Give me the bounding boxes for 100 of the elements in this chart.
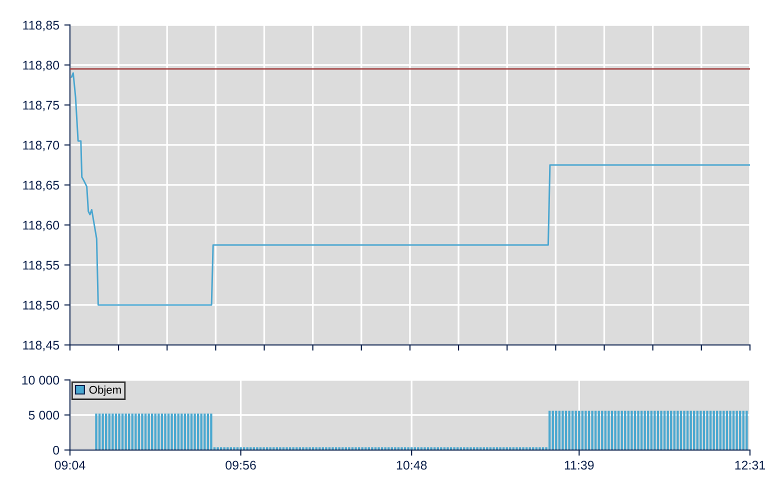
bar [210,414,212,450]
bar [722,410,725,450]
bar [654,410,656,450]
x-tick-label: 10:48 [396,460,427,470]
bar [706,410,708,450]
bar [663,410,666,450]
y-tick-label: 118,55 [23,260,60,272]
bar [686,410,689,450]
bar [620,410,623,450]
bar [552,410,554,450]
bar [558,410,561,450]
bar [562,410,564,450]
x-tick-label: 12:31 [735,460,765,470]
bar [378,447,380,450]
bar [440,447,442,450]
bar [598,410,600,450]
y-tick-label: 0 [53,446,60,455]
bar [630,410,633,450]
bar [187,414,190,450]
bar [650,410,653,450]
bar [492,447,495,450]
bar [128,414,130,450]
x-tick-label: 09:56 [226,460,256,470]
bar [591,410,594,450]
bar [144,414,147,450]
bar [124,414,127,450]
bar [131,414,134,450]
bar [640,410,643,450]
bar [121,414,124,450]
bar [446,447,449,450]
bar [338,447,340,450]
bar [325,447,328,450]
bar [702,410,706,450]
bar [118,414,120,450]
bar [332,447,334,450]
bar [516,447,518,450]
bar [180,414,183,450]
bar [407,447,410,450]
bar [170,414,173,450]
y-tick-label: 10 000 [22,376,60,385]
bar [256,447,258,450]
bar [660,410,662,450]
bar [476,447,478,450]
bar [348,447,350,450]
bar [177,414,180,450]
bar [150,414,154,450]
bar [680,410,682,450]
line-series [70,72,750,306]
bar [700,410,702,450]
bar [666,410,669,450]
bar [417,447,420,450]
bar [584,410,587,450]
bar [683,410,686,450]
bar [164,414,166,450]
bar [712,410,715,450]
bar [634,410,636,450]
bar [736,410,738,450]
bar [719,410,722,450]
bar [102,414,104,450]
bar [614,410,616,450]
bar [644,410,646,450]
bar [601,410,604,450]
bar [148,414,150,450]
y-tick-label: 118,60 [23,220,60,232]
bar [627,410,630,450]
y-tick-label: 5 000 [28,410,60,420]
bar [302,447,304,450]
bar [134,414,137,450]
bar [522,447,524,450]
bar [604,410,606,450]
bar [470,447,472,450]
bar [308,447,311,450]
bar [746,410,748,450]
y-tick-label: 118,65 [23,180,60,192]
bar [610,410,614,450]
bar [739,410,742,450]
bar [696,410,698,450]
bar [588,410,590,450]
bar [637,410,640,450]
bar [233,447,236,450]
bar [138,414,140,450]
x-tick-label: 11:39 [564,460,594,470]
bar [693,410,696,450]
y-tick-label: 118,70 [23,140,60,152]
bar [608,410,610,450]
bar [141,414,144,450]
bar [617,410,620,450]
y-tick-label: 118,45 [23,340,60,352]
bar [430,447,432,450]
bar [742,410,744,450]
bar [499,447,502,450]
bar [690,410,692,450]
bar [216,447,219,450]
bar [676,410,679,450]
bar [286,447,288,450]
bar [394,447,396,450]
x-tick-label: 09:04 [54,460,86,470]
bar [112,414,114,450]
bar [538,447,541,450]
y-tick-label: 118,85 [23,20,60,32]
